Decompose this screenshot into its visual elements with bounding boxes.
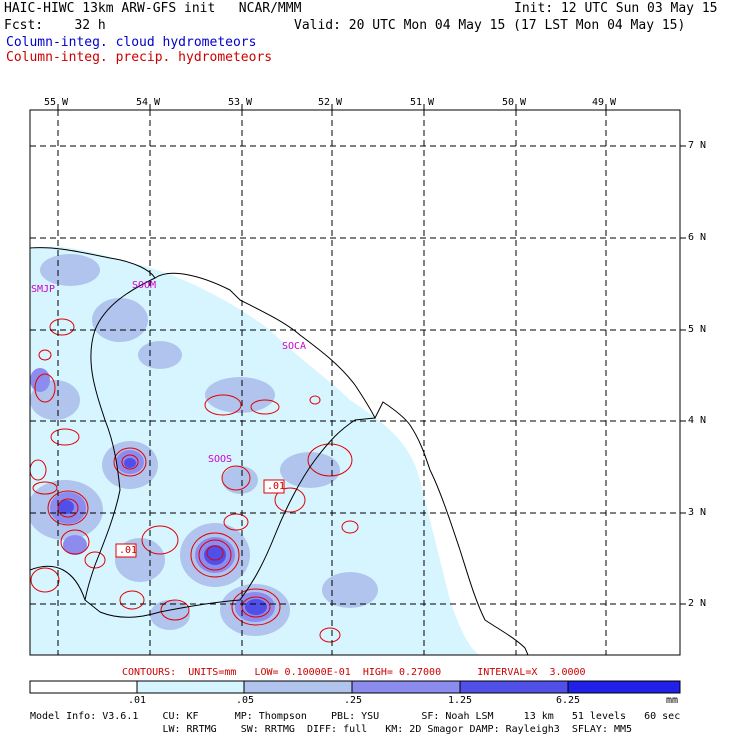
map-frame [29,109,681,656]
title-line: HAIC-HIWC 13km ARW-GFS init NCAR/MMM [4,1,302,16]
contours-info: CONTOURS: UNITS=mm LOW= 0.10000E-01 HIGH… [122,667,586,678]
colorbar-segment [459,680,569,694]
lat-label: 4 N [688,415,707,426]
lat-label: 3 N [688,507,707,518]
colorbar-segment [136,680,245,694]
model-info-line2: LW: RRTMG SW: RRTMG DIFF: full KM: 2D Sm… [30,724,633,735]
lon-label: 53 W [228,97,253,108]
colorbar-tick: .25 [344,695,363,706]
station-label: SOCA [282,341,307,352]
field-precip-label: Column-integ. precip. hydrometeors [6,50,273,65]
station-label: SOOS [208,454,233,465]
coastline [30,247,529,655]
contour-label: .01 [267,481,286,492]
lon-label: 50 W [502,97,527,108]
colorbar-unit: mm [666,695,679,706]
hydrometeor-shading [30,246,480,655]
valid-time: Valid: 20 UTC Mon 04 May 15 (17 LST Mon … [294,18,686,33]
lon-label: 54 W [136,97,161,108]
precip-contours [30,318,359,643]
init-time: Init: 12 UTC Sun 03 May 15 [514,1,718,16]
colorbar-segment [243,680,353,694]
graticule [30,110,680,655]
lon-label: 51 W [410,97,435,108]
lat-label: 7 N [688,140,707,151]
lon-label: 55 W [44,97,69,108]
station-label: SMJP [31,284,56,295]
lon-label: 49 W [592,97,617,108]
model-info-line1: Model Info: V3.6.1 CU: KF MP: Thompson P… [30,711,681,722]
field-cloud-label: Column-integ. cloud hydrometeors [6,35,257,50]
lat-ticks [680,145,686,605]
colorbar-tick: .05 [236,695,255,706]
colorbar-segment [567,680,681,694]
lat-label: 2 N [688,598,707,609]
lat-label: 6 N [688,232,707,243]
colorbar-tick: 6.25 [556,695,581,706]
colorbar-tick: .01 [128,695,147,706]
contour-label: .01 [119,545,138,556]
station-label: SOOM [132,280,157,291]
colorbar-segment [29,680,138,694]
lon-label: 52 W [318,97,343,108]
forecast-hour: Fcst: 32 h [4,18,106,33]
colorbar-segment [351,680,461,694]
colorbar-tick: 1.25 [448,695,473,706]
lat-label: 5 N [688,324,707,335]
